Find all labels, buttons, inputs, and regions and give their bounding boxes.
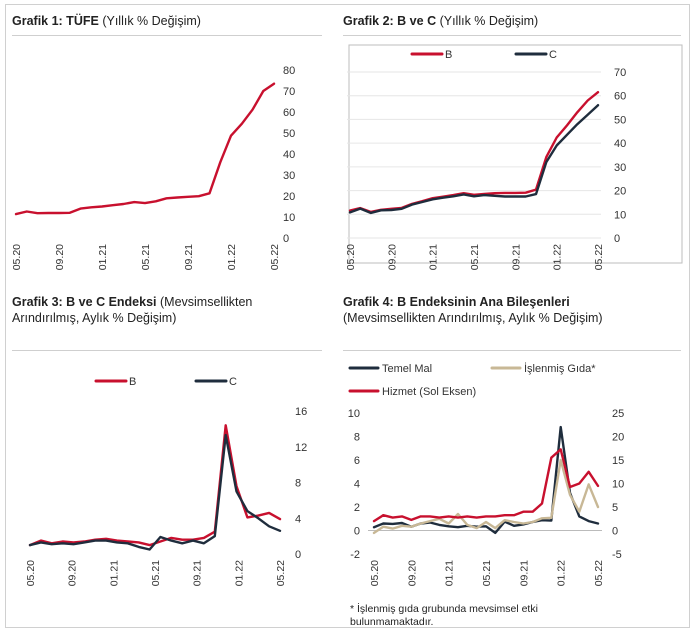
g4-x-tick-label: 05.22 bbox=[593, 560, 605, 586]
g4-y-left-tick-label: 4 bbox=[354, 479, 360, 491]
g1-y-tick-label: 50 bbox=[283, 128, 295, 140]
g3-x-tick-label: 01.21 bbox=[108, 560, 120, 586]
g4-legend-label: İşlenmiş Gıda* bbox=[524, 362, 596, 375]
g2-y-tick-label: 60 bbox=[614, 91, 626, 103]
g2-x-tick-label: 01.22 bbox=[552, 244, 564, 270]
g4-x-tick-label: 09.20 bbox=[406, 560, 418, 586]
footnote: * İşlenmiş gıda grubunda mevsimsel etki … bbox=[350, 603, 538, 628]
g1-y-tick-label: 40 bbox=[283, 149, 295, 161]
g2-y-tick-label: 10 bbox=[614, 209, 626, 221]
g4-y-tick-label: -5 bbox=[612, 549, 622, 561]
g2-y-tick-label: 40 bbox=[614, 138, 626, 150]
g3-y-tick-label: 16 bbox=[295, 406, 307, 418]
chart-1-title: Grafik 1: TÜFE (Yıllık % Değişim) bbox=[12, 14, 201, 28]
chart-3-title-rule bbox=[12, 350, 322, 351]
g3-legend-label: B bbox=[129, 376, 136, 388]
g1-y-tick-label: 10 bbox=[283, 212, 295, 224]
g2-y-tick-label: 70 bbox=[614, 67, 626, 79]
g4-y-tick-label: 20 bbox=[612, 432, 624, 444]
g3-y-tick-label: 12 bbox=[295, 442, 307, 454]
g3-series-c bbox=[28, 433, 282, 551]
g3-y-tick-label: 8 bbox=[295, 478, 301, 490]
g1-x-tick-label: 01.22 bbox=[226, 244, 238, 270]
figure-frame bbox=[5, 4, 690, 628]
g3-x-tick-label: 05.21 bbox=[150, 560, 162, 586]
g4-series-hizmet-sol-eksen bbox=[372, 448, 600, 523]
g1-series-series bbox=[14, 82, 276, 216]
g3-x-tick-label: 09.20 bbox=[67, 560, 79, 586]
g4-y-tick-label: 25 bbox=[612, 408, 624, 420]
g2-x-tick-label: 09.21 bbox=[510, 244, 522, 270]
g2-legend-label: C bbox=[549, 49, 557, 61]
g2-plot-border bbox=[348, 44, 683, 264]
g1-y-tick-label: 0 bbox=[283, 233, 289, 245]
g3-x-tick-label: 05.20 bbox=[25, 560, 37, 586]
g4-y-left-tick-label: 8 bbox=[354, 432, 360, 444]
g2-x-tick-label: 09.20 bbox=[386, 244, 398, 270]
g4-x-tick-label: 01.21 bbox=[444, 560, 456, 586]
g4-y-left-tick-label: 2 bbox=[354, 502, 360, 514]
g4-legend-label: Hizmet (Sol Eksen) bbox=[382, 386, 476, 398]
g2-y-tick-label: 20 bbox=[614, 186, 626, 198]
g4-x-tick-label: 05.21 bbox=[481, 560, 493, 586]
g4-y-tick-label: 5 bbox=[612, 502, 618, 514]
chart-4-title-rule bbox=[343, 350, 681, 351]
g2-series-c bbox=[348, 103, 600, 215]
g4-legend-label: Temel Mal bbox=[382, 363, 432, 375]
g1-y-tick-label: 70 bbox=[283, 86, 295, 98]
g1-x-tick-label: 01.21 bbox=[97, 244, 109, 270]
chart-2-title: Grafik 2: B ve C (Yıllık % Değişim) bbox=[343, 14, 539, 28]
g2-x-tick-label: 05.22 bbox=[593, 244, 605, 270]
g4-y-tick-label: 15 bbox=[612, 455, 624, 467]
g2-x-tick-label: 05.20 bbox=[345, 244, 357, 270]
g4-y-tick-label: 0 bbox=[612, 526, 618, 538]
g4-y-left-tick-label: 6 bbox=[354, 455, 360, 467]
g4-series-i-lenmi-g-da bbox=[372, 458, 600, 535]
g1-x-tick-label: 05.21 bbox=[140, 244, 152, 270]
g2-x-tick-label: 05.21 bbox=[469, 244, 481, 270]
g1-x-tick-label: 09.21 bbox=[183, 244, 195, 270]
chart-2-title-rule bbox=[343, 35, 681, 36]
chart-3-title: Grafik 3: B ve C Endeksi (Mevsimsellikte… bbox=[12, 295, 253, 325]
g1-x-tick-label: 05.20 bbox=[11, 244, 23, 270]
g2-series-b bbox=[348, 90, 600, 214]
g4-x-tick-label: 01.22 bbox=[556, 560, 568, 586]
g4-y-left-tick-label: -2 bbox=[350, 549, 360, 561]
g3-x-tick-label: 09.21 bbox=[192, 560, 204, 586]
g4-x-tick-label: 09.21 bbox=[518, 560, 530, 586]
g1-y-tick-label: 60 bbox=[283, 107, 295, 119]
g2-y-tick-label: 0 bbox=[614, 233, 620, 245]
g1-x-tick-label: 05.22 bbox=[269, 244, 281, 270]
chart-1-title-rule bbox=[12, 35, 322, 36]
g4-y-tick-label: 10 bbox=[612, 479, 624, 491]
g2-y-tick-label: 50 bbox=[614, 114, 626, 126]
g4-x-tick-label: 05.20 bbox=[369, 560, 381, 586]
g2-y-tick-label: 30 bbox=[614, 162, 626, 174]
g1-y-tick-label: 30 bbox=[283, 170, 295, 182]
g3-y-tick-label: 0 bbox=[295, 549, 301, 561]
g3-legend-label: C bbox=[229, 376, 237, 388]
g2-legend-label: B bbox=[445, 49, 452, 61]
g1-y-tick-label: 80 bbox=[283, 65, 295, 77]
g4-y-left-tick-label: 10 bbox=[348, 408, 360, 420]
g1-x-tick-label: 09.20 bbox=[54, 244, 66, 270]
g3-x-tick-label: 01.22 bbox=[233, 560, 245, 586]
g3-series-b bbox=[28, 424, 282, 547]
g3-y-tick-label: 4 bbox=[295, 513, 301, 525]
g2-x-tick-label: 01.21 bbox=[428, 244, 440, 270]
g1-y-tick-label: 20 bbox=[283, 191, 295, 203]
chart-4-title: Grafik 4: B Endeksinin Ana Bileşenleri (… bbox=[343, 295, 603, 325]
g4-y-left-tick-label: 0 bbox=[354, 526, 360, 538]
g3-x-tick-label: 05.22 bbox=[275, 560, 287, 586]
